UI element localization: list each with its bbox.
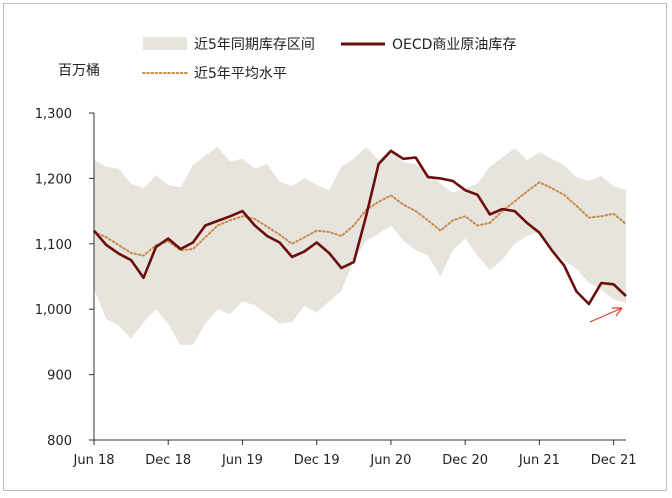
- series-line-oecd: [93, 149, 627, 306]
- legend: 近5年同期库存区间 OECD商业原油库存 近5年平均水平: [142, 37, 516, 82]
- y-axis-unit-label: 百万桶: [58, 63, 100, 79]
- plot-area: [93, 147, 627, 346]
- annotations: [589, 307, 623, 323]
- legend-swatch-range: [143, 37, 187, 50]
- x-tick-label: Dec 21: [591, 453, 637, 468]
- y-tick-label: 1,300: [35, 107, 72, 122]
- x-tick-label: Dec 20: [442, 453, 488, 468]
- arrow-annotation: [589, 307, 623, 323]
- y-tick-label: 1,000: [35, 303, 72, 318]
- axes: 800 900 1,000 1,100 1,200 1,300 Jun 18 Dec 18 Ju…: [35, 107, 637, 468]
- legend-label-oecd: OECD商业原油库存: [392, 37, 516, 53]
- x-tick-label: Jun 20: [369, 453, 411, 468]
- y-tick-label: 1,100: [35, 238, 72, 253]
- x-tick-label: Jun 21: [518, 453, 560, 468]
- x-tick-label: Dec 18: [145, 453, 191, 468]
- series-line-avg: [93, 181, 627, 257]
- arrow-head: [612, 307, 623, 317]
- y-tick-label: 800: [47, 434, 72, 449]
- x-tick-label: Jun 19: [221, 453, 263, 468]
- x-tick-label: Dec 19: [294, 453, 340, 468]
- range-band: [94, 147, 626, 346]
- legend-label-range: 近5年同期库存区间: [194, 37, 315, 53]
- y-tick-label: 900: [47, 369, 72, 384]
- x-tick-label: Jun 18: [73, 453, 115, 468]
- y-tick-label: 1,200: [35, 172, 72, 187]
- legend-label-avg: 近5年平均水平: [194, 66, 287, 82]
